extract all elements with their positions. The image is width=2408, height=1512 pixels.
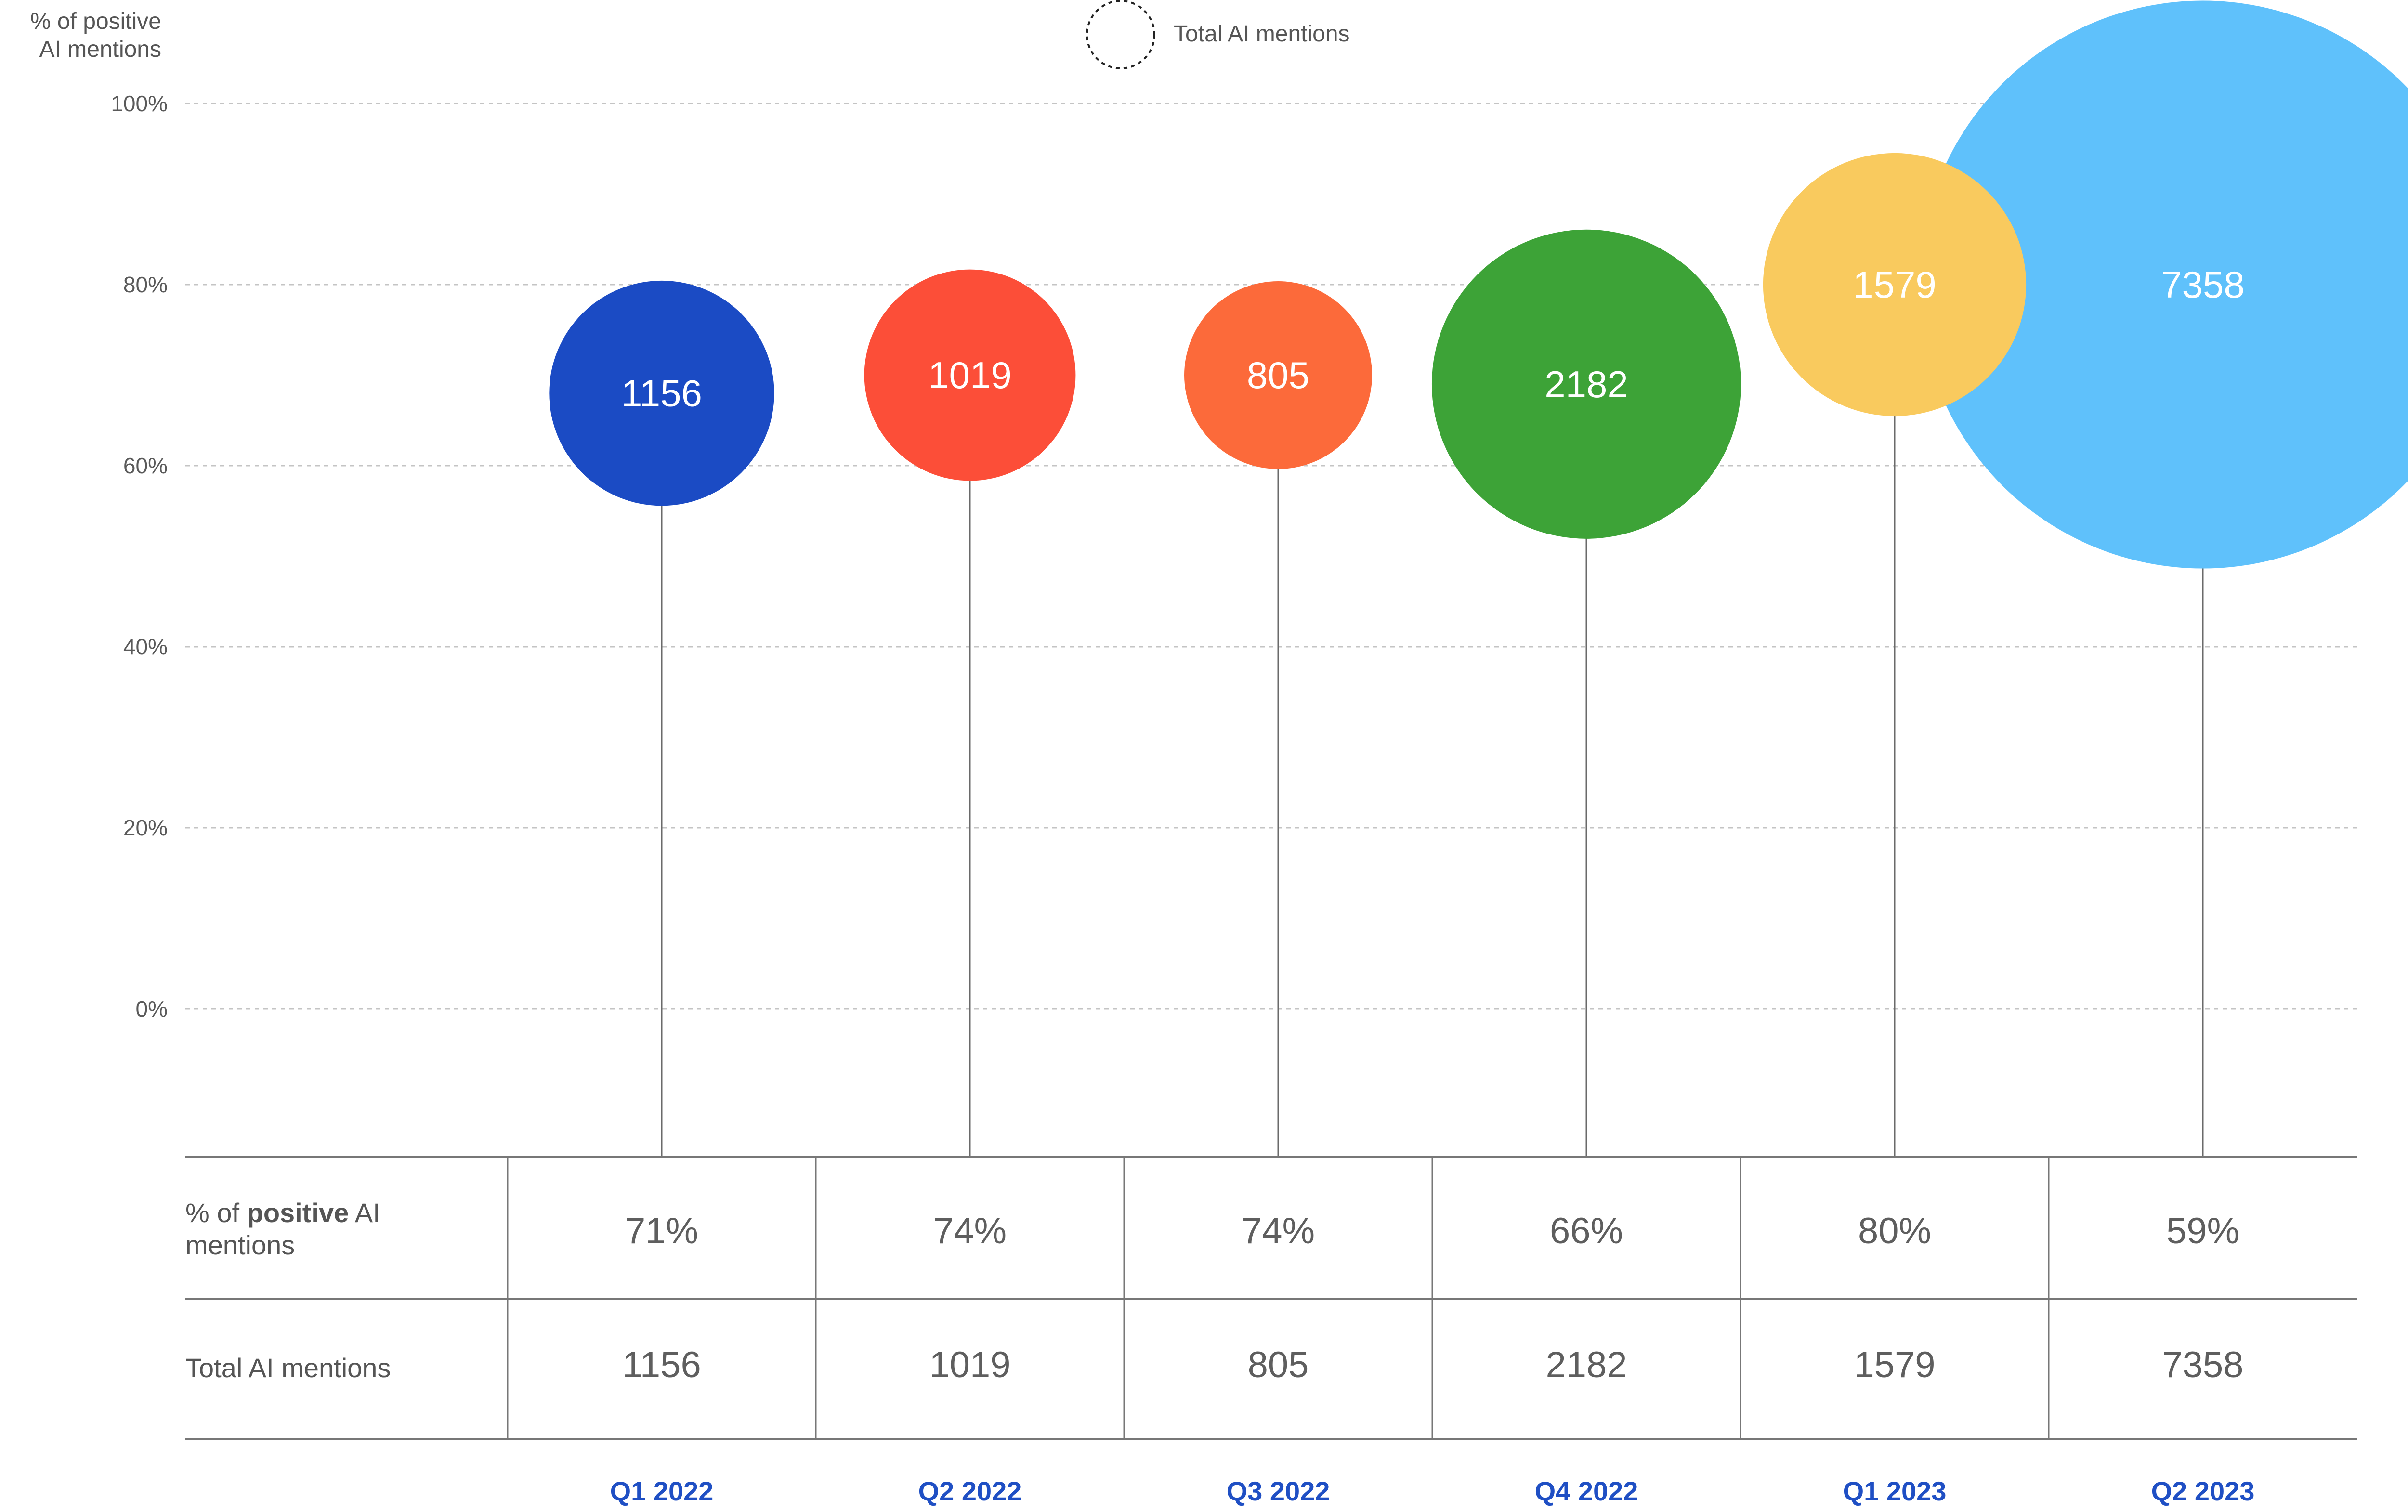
x-category-label: Q1 2022 <box>610 1476 714 1506</box>
data-table-grid <box>185 1156 2357 1440</box>
table-cell: 1019 <box>929 1344 1010 1385</box>
y-tick-label: 20% <box>123 815 168 840</box>
y-axis-title-line-2: AI mentions <box>39 37 161 62</box>
row-label-part-2: positive <box>247 1198 349 1228</box>
data-table-row-labels: % of positive AI mentions Total AI menti… <box>185 1198 391 1383</box>
row-label-part-1: % of <box>185 1198 247 1228</box>
bubble-label: 2182 <box>1544 363 1628 405</box>
bubble-label: 1156 <box>621 372 702 415</box>
table-cell: 1579 <box>1854 1344 1935 1385</box>
bubble-label: 7358 <box>2161 263 2245 306</box>
row-label-part-3: AI <box>349 1198 380 1228</box>
legend: Total AI mentions <box>1086 0 1350 69</box>
y-axis-ticks: 100% 80% 60% 40% 20% 0% <box>111 91 168 1021</box>
y-axis-title-line-1: % of positive <box>30 9 161 34</box>
table-cell: 66% <box>1550 1211 1623 1251</box>
legend-label: Total AI mentions <box>1174 21 1350 47</box>
table-cell: 1156 <box>622 1344 701 1385</box>
table-cell: 805 <box>1248 1344 1309 1385</box>
table-cell: 80% <box>1858 1211 1931 1251</box>
x-category-label: Q3 2022 <box>1227 1476 1330 1506</box>
row-label-positive-line-2: mentions <box>185 1230 295 1260</box>
bubbles: 1156 1019 805 2182 1579 7358 <box>549 0 2408 569</box>
y-tick-label: 40% <box>123 634 168 659</box>
bubble-q3-2022 <box>1184 281 1372 469</box>
bubble-q1-2023 <box>1763 153 2027 417</box>
row-label-positive-line-1: % of positive AI <box>185 1198 380 1228</box>
legend-bubble-icon <box>1086 0 1155 69</box>
y-axis-title: % of positive AI mentions <box>30 9 161 62</box>
y-tick-label: 0% <box>136 996 168 1021</box>
x-axis-categories: Q1 2022 Q2 2022 Q3 2022 Q4 2022 Q1 2023 Q2 20… <box>610 1476 2255 1506</box>
x-category-label: Q2 2022 <box>918 1476 1022 1506</box>
table-cell: 2182 <box>1545 1344 1627 1385</box>
bubble-q4-2022 <box>1431 229 1741 539</box>
y-tick-label: 60% <box>123 453 168 478</box>
table-cell: 74% <box>933 1211 1007 1251</box>
bubble-label: 1579 <box>1853 263 1937 306</box>
row-label-total: Total AI mentions <box>185 1353 391 1383</box>
bubble-q2-2022 <box>864 269 1076 481</box>
table-cell: 7358 <box>2162 1344 2243 1385</box>
y-tick-label: 80% <box>123 272 168 297</box>
y-tick-label: 100% <box>111 91 168 116</box>
bubble-label: 1019 <box>928 354 1012 396</box>
x-category-label: Q4 2022 <box>1535 1476 1638 1506</box>
x-category-label: Q2 2023 <box>2151 1476 2255 1506</box>
bubble-q1-2022 <box>549 280 774 506</box>
table-cell: 59% <box>2166 1211 2239 1251</box>
table-cell: 71% <box>625 1211 698 1251</box>
x-category-label: Q1 2023 <box>1843 1476 1947 1506</box>
table-cell: 74% <box>1242 1211 1315 1251</box>
data-table-cells: 71% 74% 74% 66% 80% 59% 1156 1019 805 2182 1579 735… <box>622 1211 2243 1385</box>
bubble-label: 805 <box>1247 354 1309 396</box>
bubble-q2-2023 <box>1919 0 2408 569</box>
